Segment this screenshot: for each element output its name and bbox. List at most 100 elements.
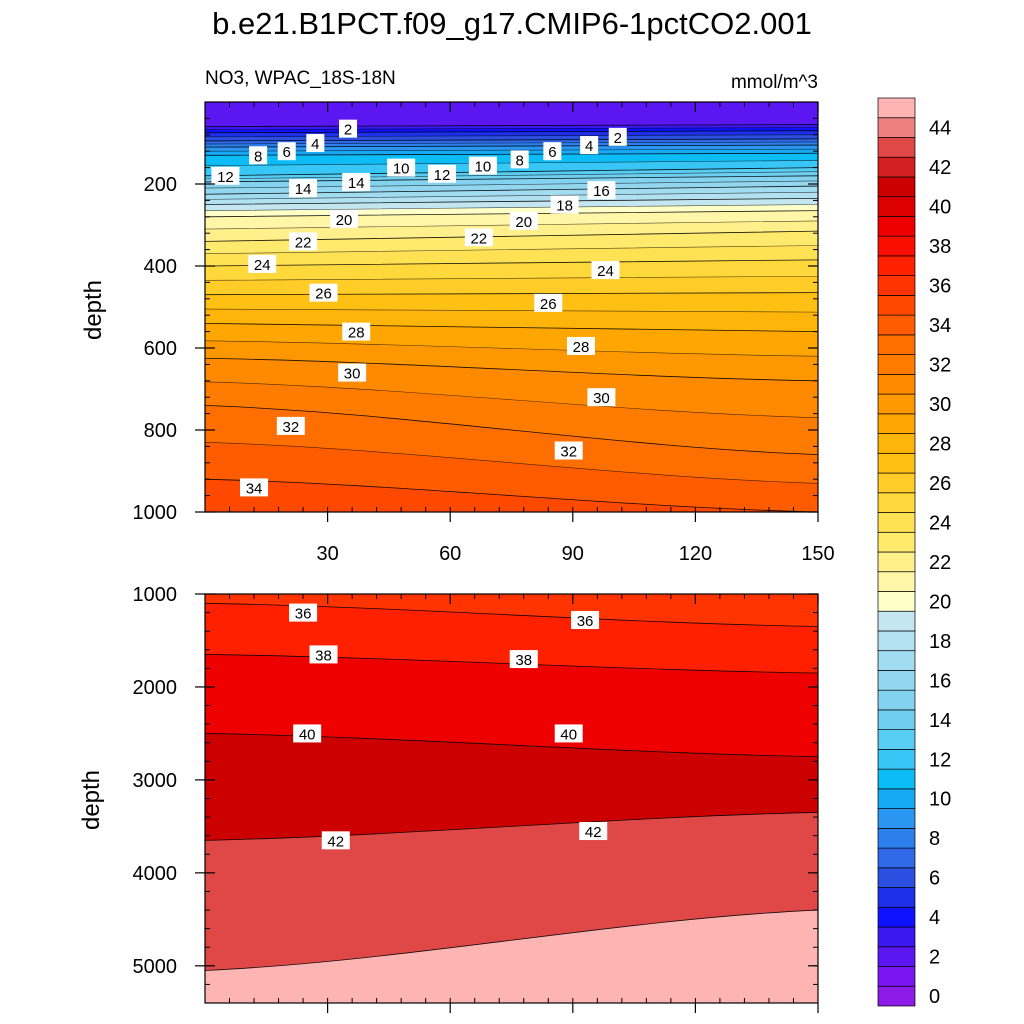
contour-label: 2: [339, 119, 358, 139]
contour-label: 40: [554, 724, 583, 743]
colorbar-box: [877, 749, 916, 770]
contour-label: 36: [571, 611, 600, 630]
contour-line: [205, 127, 818, 130]
colorbar-box: [877, 630, 916, 652]
contour-label: 26: [534, 293, 563, 313]
contour-label: 36: [289, 603, 318, 623]
colorbar-box: [877, 709, 916, 731]
colorbar-box: [877, 531, 916, 553]
contour-line: [205, 340, 818, 357]
contour-label-text: 20: [336, 212, 353, 229]
contour-label: 30: [338, 363, 367, 383]
colorbar-box: [877, 314, 916, 336]
contour-label-text: 42: [585, 824, 602, 841]
x-tick-label: 60: [439, 543, 461, 565]
colorbar-tick-label: 40: [929, 197, 951, 219]
contour-line: [205, 442, 818, 484]
colorbar-box: [877, 768, 916, 790]
contour-label-text: 10: [475, 159, 492, 176]
colorbar-tick-label: 44: [929, 118, 951, 140]
contour-line: [205, 812, 818, 841]
contour-label: 32: [276, 416, 305, 436]
colorbar-tick-label: 42: [929, 157, 951, 179]
colorbar-box: [877, 966, 916, 987]
colorbar-tick-label: 8: [929, 828, 940, 850]
contour-band: [205, 910, 818, 1003]
colorbar-tick-label: 28: [929, 433, 951, 455]
contour-label-text: 22: [295, 234, 312, 251]
colorbar-box: [877, 354, 916, 375]
colorbar-tick-label: 16: [929, 670, 951, 692]
x-tick-label: 90: [562, 543, 584, 565]
contour-label: 12: [211, 166, 240, 186]
contour-label-text: 22: [470, 230, 487, 247]
colorbar-box: [877, 156, 916, 178]
colorbar-box: [877, 689, 916, 711]
colorbar-box: [877, 808, 916, 829]
contour-label: 42: [321, 831, 350, 850]
colorbar-tick-label: 6: [929, 868, 940, 890]
contour-label: 14: [289, 179, 318, 198]
contour-label: 8: [249, 146, 268, 165]
contour-label: 12: [428, 164, 457, 184]
colorbar-box: [877, 650, 916, 671]
contour-label: 26: [309, 283, 338, 303]
colorbar-box: [877, 334, 916, 355]
colorbar-box: [877, 295, 916, 316]
contour-label: 4: [580, 136, 599, 155]
colorbar-tick-label: 26: [929, 473, 951, 495]
contour-label: 20: [509, 211, 538, 231]
contour-line: [205, 167, 818, 177]
contour-label: 32: [554, 441, 583, 461]
colorbar-box: [877, 176, 916, 198]
colorbar-tick-label: 32: [929, 354, 951, 376]
colorbar-box: [877, 216, 916, 237]
contour-label-text: 42: [327, 833, 344, 850]
contour-line: [205, 134, 818, 138]
colorbar-tick-label: 38: [929, 236, 951, 258]
colorbar-box: [877, 235, 916, 257]
contour-label: 24: [248, 254, 277, 274]
y-tick-label: 3000: [133, 770, 178, 792]
colorbar-box: [877, 867, 916, 888]
contour-label-text: 36: [295, 606, 312, 623]
contour-label: 38: [509, 650, 538, 669]
contour-label-text: 30: [344, 366, 361, 383]
contour-label: 42: [579, 822, 608, 841]
contour-label: 24: [591, 261, 620, 280]
colorbar-tick-label: 36: [929, 276, 951, 298]
x-tick-label: 30: [316, 543, 338, 565]
contour-label-text: 12: [434, 167, 451, 184]
contour-line: [205, 124, 818, 127]
contour-label-text: 10: [393, 161, 410, 178]
lower-panel: 36 36 38 38 40 40 42 42 1000 2000 3000 4000 5000 de…: [78, 584, 819, 1013]
contour-line: [205, 130, 818, 134]
contour-line: [205, 357, 818, 382]
x-tick-label: 120: [679, 543, 712, 565]
contour-label: 22: [289, 232, 318, 251]
colorbar-box: [877, 887, 916, 908]
variable-label: NO3, WPAC_18S-18N: [205, 68, 396, 89]
colorbar-box: [877, 452, 916, 474]
contour-line: [205, 292, 818, 296]
colorbar-tick-label: 4: [929, 907, 940, 929]
contour-label-text: 34: [246, 480, 263, 497]
contour-label-text: 28: [573, 339, 590, 356]
contour-label: 40: [293, 724, 322, 743]
colorbar-box: [877, 117, 916, 138]
contour-line: [205, 204, 818, 211]
lower-y-axis-label: depth: [78, 770, 105, 830]
colorbar-box: [877, 946, 916, 967]
colorbar-tick-label: 2: [929, 947, 940, 969]
y-tick-label: 2000: [133, 677, 178, 699]
colorbar-box: [877, 788, 916, 809]
contour-label: 20: [329, 209, 358, 229]
colorbar-box: [877, 610, 916, 632]
contour-label-text: 38: [515, 652, 532, 669]
contour-label-text: 16: [593, 183, 610, 200]
contour-label-text: 4: [585, 138, 593, 155]
contour-label: 28: [342, 322, 371, 342]
colorbar-tick-label: 10: [929, 789, 951, 811]
colorbar-box: [877, 137, 916, 158]
